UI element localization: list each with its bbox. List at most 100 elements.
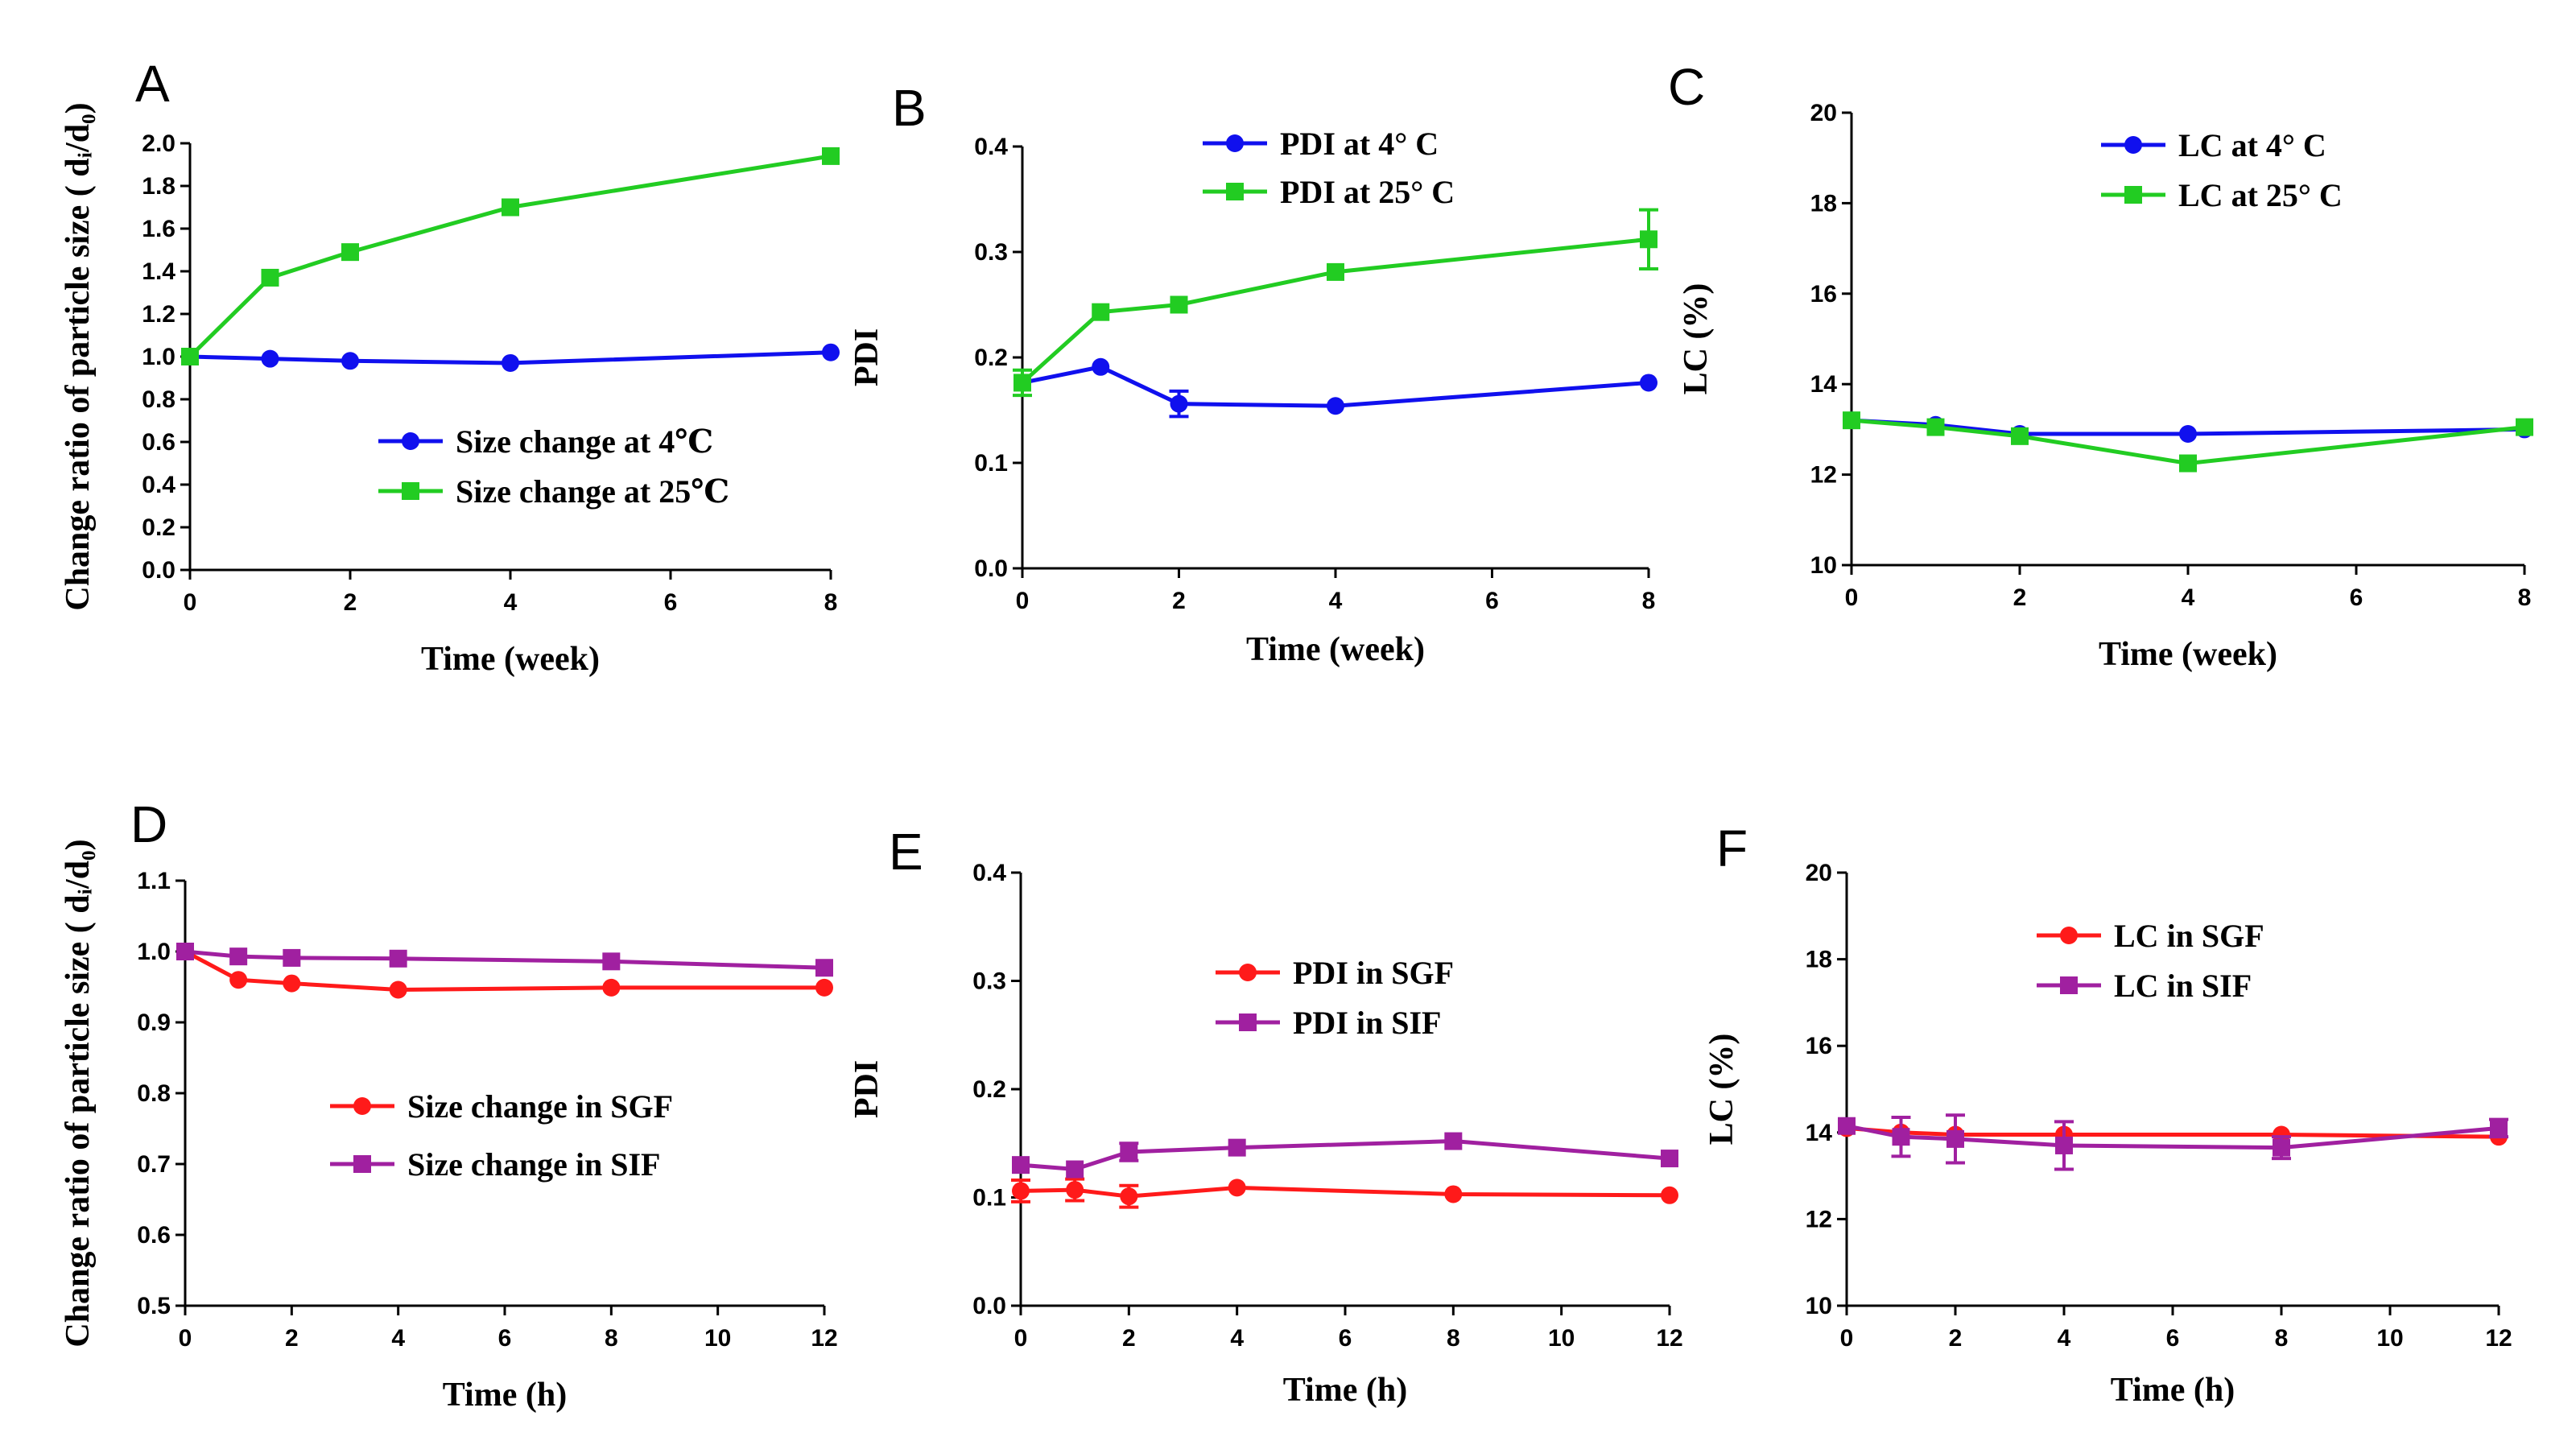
x-tick-label: 12 (2485, 1325, 2512, 1352)
y-tick-label: 14 (1810, 371, 1838, 398)
legend-marker (2124, 136, 2142, 154)
y-tick-label: 0.6 (142, 429, 175, 456)
y-tick-label: 1.4 (142, 258, 175, 285)
legend-marker (2124, 186, 2142, 204)
chart-panel-b: B 0.0 0.1 0.2 0.3 0.4 0 2 4 6 8 Time (week) PDI PDI a… (848, 79, 1658, 668)
data-point (822, 147, 840, 165)
legend-marker (2060, 976, 2078, 994)
data-point (1012, 1156, 1030, 1174)
x-tick-label: 2 (1172, 588, 1186, 614)
panel-letter: E (889, 823, 923, 881)
data-point (1170, 295, 1188, 314)
x-tick-label: 2 (1949, 1325, 1963, 1352)
y-axis-title: LC (%) (1703, 1034, 1740, 1146)
series-2 (1013, 208, 1658, 398)
data-point (1066, 1181, 1084, 1199)
x-tick-label: 8 (2518, 584, 2532, 611)
data-point (2516, 418, 2533, 436)
y-tick-label: 1.2 (142, 301, 175, 328)
x-tick-label: 6 (2166, 1325, 2180, 1352)
y-axis-title: PDI (848, 1060, 886, 1118)
x-axis-title: Time (h) (2111, 1372, 2235, 1409)
data-point (283, 948, 301, 967)
series-2 (176, 943, 833, 977)
series-1 (181, 343, 840, 372)
data-point (261, 268, 279, 287)
legend-label: Size change at 4℃ (456, 423, 713, 460)
x-tick-label: 0 (184, 589, 197, 616)
data-point (2179, 454, 2197, 473)
series-2 (1838, 1113, 2508, 1171)
data-point (1838, 1117, 1856, 1135)
x-tick-label: 0 (1016, 588, 1030, 614)
data-point (1120, 1143, 1138, 1162)
x-tick-label: 12 (811, 1325, 837, 1352)
x-tick-label: 2 (1122, 1325, 1136, 1352)
chart-panel-d: D 0.5 0.6 0.7 0.8 0.9 1.0 1.1 0 2 4 6 8 10 12 Time (h) C… (60, 795, 838, 1414)
panel-letter: B (892, 79, 927, 137)
x-tick-label: 6 (664, 589, 678, 616)
series-1 (1838, 1119, 2508, 1146)
series-line (1020, 1185, 1670, 1199)
y-tick-label: 0.4 (142, 472, 175, 498)
y-tick-label: 0.4 (974, 134, 1008, 160)
panel-letter: F (1716, 819, 1748, 877)
data-point (1661, 1150, 1678, 1168)
y-tick-label: 18 (1810, 190, 1837, 217)
data-point (1926, 418, 1945, 436)
y-tick-label: 0.8 (142, 386, 175, 413)
x-tick-label: 0 (179, 1325, 192, 1352)
y-tick-label: 0.6 (137, 1222, 171, 1249)
legend-label: Size change at 25℃ (456, 473, 729, 510)
data-point (602, 978, 621, 997)
legend-marker (402, 432, 419, 450)
x-axis-title: Time (week) (421, 641, 600, 678)
data-point (1092, 303, 1110, 321)
series-line (1020, 1139, 1670, 1172)
legend-marker (353, 1097, 371, 1115)
y-tick-label: 0.2 (974, 345, 1008, 371)
legend-label: Size change in SGF (407, 1088, 673, 1125)
data-point (2179, 425, 2197, 444)
y-tick-label: 16 (1810, 281, 1837, 308)
data-point (1640, 374, 1657, 392)
y-tick-label: 0.7 (137, 1151, 171, 1178)
data-point (815, 978, 833, 997)
x-tick-label: 2 (2013, 584, 2027, 611)
series-2 (1012, 1132, 1678, 1179)
data-point (1228, 1179, 1246, 1197)
data-point (815, 959, 833, 977)
data-point (502, 353, 519, 372)
y-tick-label: 2.0 (142, 130, 175, 157)
y-tick-label: 1.8 (142, 173, 175, 200)
data-point (389, 980, 407, 999)
x-tick-label: 2 (344, 589, 357, 616)
x-tick-label: 0 (1840, 1325, 1854, 1352)
series-2 (1843, 411, 2533, 473)
data-point (822, 343, 840, 361)
legend-label: LC at 4° C (2178, 127, 2326, 163)
series-line (1021, 237, 1649, 385)
data-point (176, 943, 194, 960)
y-tick-label: 12 (1806, 1206, 1832, 1232)
legend-marker (402, 482, 419, 500)
x-tick-label: 4 (391, 1325, 405, 1352)
data-point (341, 352, 359, 370)
x-tick-label: 6 (2350, 584, 2363, 611)
series-line (188, 154, 832, 358)
y-tick-label: 14 (1806, 1120, 1833, 1146)
chart-panel-e: E 0.0 0.1 0.2 0.3 0.4 0 2 4 6 8 10 12 Time (h) PDI PDI … (848, 823, 1683, 1409)
data-point (1892, 1128, 1910, 1146)
x-tick-label: 6 (498, 1325, 512, 1352)
y-axis-title: PDI (848, 328, 886, 386)
data-point (1640, 230, 1657, 249)
series-line (184, 949, 825, 970)
x-tick-label: 0 (1845, 584, 1859, 611)
y-tick-label: 20 (1806, 860, 1832, 886)
x-axis-title: Time (week) (1246, 631, 1425, 668)
legend-label: Size change in SIF (407, 1146, 660, 1183)
x-tick-label: 0 (1014, 1325, 1028, 1352)
data-point (1661, 1186, 1678, 1204)
x-tick-label: 4 (1329, 588, 1343, 614)
series-1 (1011, 1177, 1678, 1209)
